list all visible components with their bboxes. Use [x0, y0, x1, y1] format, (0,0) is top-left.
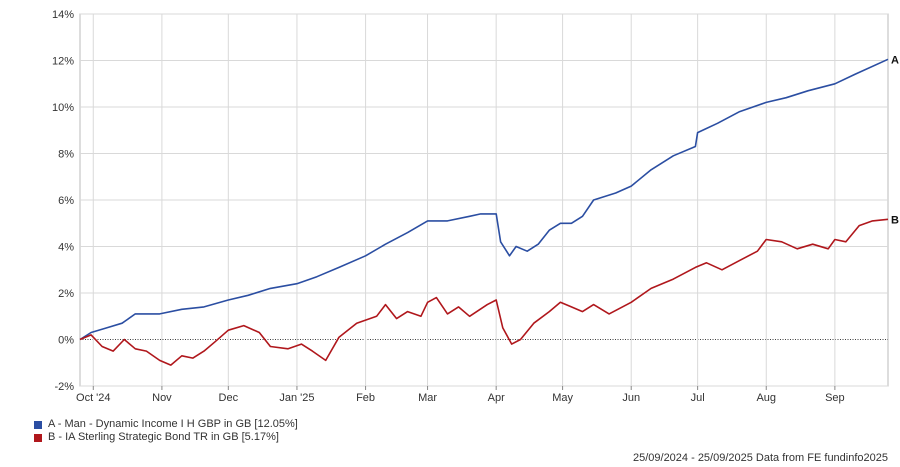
y-tick-label: 8% [58, 149, 74, 161]
series-line-a [79, 58, 889, 341]
legend: A - Man - Dynamic Income I H GBP in GB [… [34, 418, 298, 444]
y-tick-label: 12% [52, 56, 74, 68]
y-axis: -2% 0% 2% 4% 6% 8% 10% 12% 14% [52, 9, 74, 393]
y-tick-label: 4% [58, 242, 74, 254]
x-tick-label: Jul [691, 392, 705, 404]
y-tick-label: 10% [52, 102, 74, 114]
series-end-label-b: B [891, 214, 899, 226]
legend-item-b: B - IA Sterling Strategic Bond TR in GB … [34, 431, 298, 444]
x-tick-label: Feb [356, 392, 375, 404]
y-tick-label: 14% [52, 9, 74, 21]
x-tick-label: Dec [219, 392, 239, 404]
y-tick-label: -2% [54, 381, 74, 393]
y-tick-label: 0% [58, 335, 74, 347]
series-end-labels: AB [891, 54, 899, 226]
x-tick-label: Apr [488, 392, 505, 404]
legend-label-b: B - IA Sterling Strategic Bond TR in GB … [48, 431, 279, 443]
y-tick-label: 6% [58, 195, 74, 207]
x-tick-label: Jan '25 [279, 392, 314, 404]
x-tick-label: Mar [418, 392, 437, 404]
legend-swatch-b [34, 433, 42, 442]
series-lines [79, 58, 889, 366]
y-tick-label: 2% [58, 288, 74, 300]
series-end-label-a: A [891, 54, 899, 66]
x-axis: Oct '24 Nov Dec Jan '25 Feb Mar Apr May Jun Jul Au… [76, 386, 845, 404]
legend-label-a: A - Man - Dynamic Income I H GBP in GB [… [48, 418, 298, 430]
x-tick-label: Nov [152, 392, 172, 404]
legend-swatch-a [34, 420, 42, 429]
x-tick-label: Sep [825, 392, 845, 404]
line-chart: -2% 0% 2% 4% 6% 8% 10% 12% 14% Oct '24 Nov Dec Jan … [52, 9, 899, 404]
grid-lines [79, 13, 889, 387]
legend-item-a: A - Man - Dynamic Income I H GBP in GB [… [34, 418, 298, 431]
x-tick-label: Oct '24 [76, 392, 111, 404]
x-tick-label: Aug [756, 392, 776, 404]
x-tick-label: May [552, 392, 573, 404]
series-line-b [79, 218, 889, 366]
x-tick-label: Jun [622, 392, 640, 404]
data-source-footer: 25/09/2024 - 25/09/2025 Data from FE fun… [632, 452, 888, 464]
